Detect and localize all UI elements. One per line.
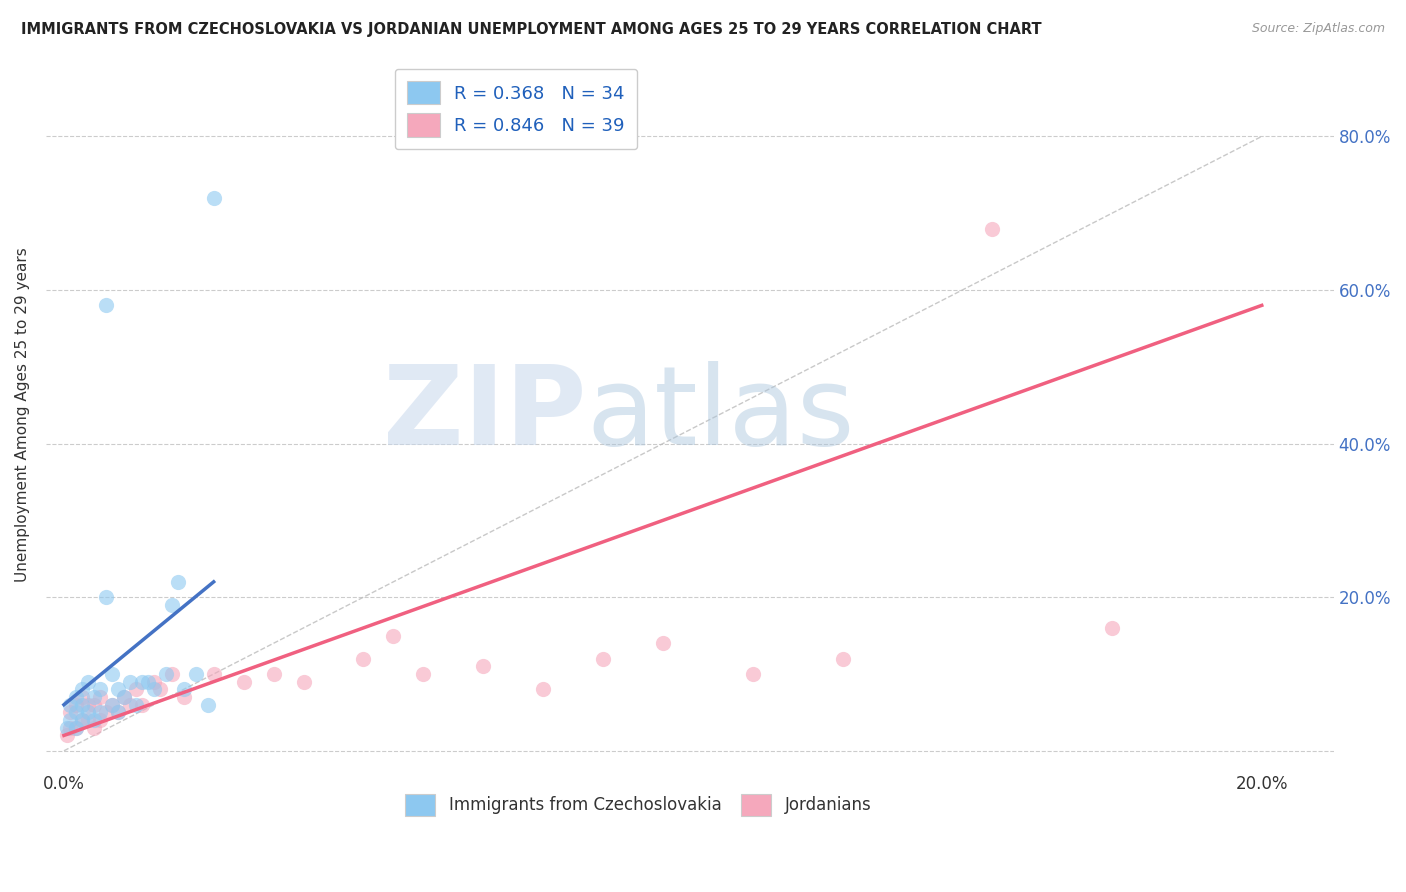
Text: Source: ZipAtlas.com: Source: ZipAtlas.com [1251, 22, 1385, 36]
Text: IMMIGRANTS FROM CZECHOSLOVAKIA VS JORDANIAN UNEMPLOYMENT AMONG AGES 25 TO 29 YEA: IMMIGRANTS FROM CZECHOSLOVAKIA VS JORDAN… [21, 22, 1042, 37]
Point [107, 706, 129, 720]
Point [118, 674, 141, 689]
Point [83, 713, 105, 727]
Point [173, 690, 195, 704]
Y-axis label: Unemployment Among Ages 25 to 29 years: Unemployment Among Ages 25 to 29 years [15, 247, 30, 582]
Point [70, 698, 93, 712]
Point [59, 721, 82, 735]
Point [160, 667, 183, 681]
Point [531, 682, 554, 697]
Point [89, 690, 111, 704]
Point [1101, 621, 1123, 635]
Point [94, 706, 117, 720]
Point [101, 698, 124, 712]
Point [70, 713, 93, 727]
Point [112, 690, 135, 704]
Point [202, 191, 225, 205]
Point [70, 690, 93, 704]
Point [382, 629, 405, 643]
Point [70, 713, 93, 727]
Point [83, 721, 105, 735]
Point [142, 682, 165, 697]
Point [56, 721, 79, 735]
Point [94, 298, 117, 312]
Point [412, 667, 434, 681]
Point [70, 682, 93, 697]
Point [981, 221, 1004, 235]
Point [101, 667, 124, 681]
Point [592, 651, 614, 665]
Legend: Immigrants from Czechoslovakia, Jordanians: Immigrants from Czechoslovakia, Jordania… [395, 784, 882, 826]
Point [184, 667, 207, 681]
Point [118, 698, 141, 712]
Point [59, 706, 82, 720]
Point [173, 682, 195, 697]
Point [65, 690, 87, 704]
Point [831, 651, 853, 665]
Point [89, 713, 111, 727]
Point [107, 682, 129, 697]
Text: ZIP: ZIP [384, 361, 586, 468]
Point [77, 674, 100, 689]
Point [101, 698, 124, 712]
Point [65, 706, 87, 720]
Point [149, 682, 172, 697]
Point [160, 598, 183, 612]
Point [83, 690, 105, 704]
Point [89, 706, 111, 720]
Point [107, 706, 129, 720]
Text: atlas: atlas [586, 361, 855, 468]
Point [197, 698, 219, 712]
Point [125, 682, 148, 697]
Point [77, 706, 100, 720]
Point [232, 674, 254, 689]
Point [142, 674, 165, 689]
Point [59, 713, 82, 727]
Point [65, 721, 87, 735]
Point [651, 636, 673, 650]
Point [263, 667, 285, 681]
Point [166, 574, 188, 589]
Point [77, 713, 100, 727]
Point [131, 698, 153, 712]
Point [741, 667, 763, 681]
Point [352, 651, 374, 665]
Point [112, 690, 135, 704]
Point [292, 674, 315, 689]
Point [472, 659, 495, 673]
Point [155, 667, 177, 681]
Point [89, 682, 111, 697]
Point [125, 698, 148, 712]
Point [94, 591, 117, 605]
Point [77, 698, 100, 712]
Point [136, 674, 159, 689]
Point [59, 698, 82, 712]
Point [131, 674, 153, 689]
Point [56, 728, 79, 742]
Point [202, 667, 225, 681]
Point [65, 721, 87, 735]
Point [65, 698, 87, 712]
Point [83, 698, 105, 712]
